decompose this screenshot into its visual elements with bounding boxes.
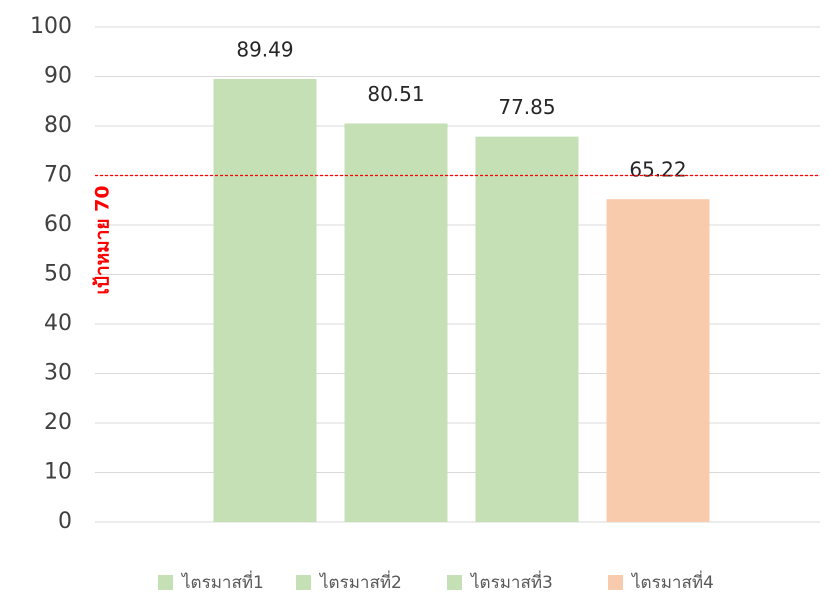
data-label: 65.22	[629, 158, 686, 182]
legend-label: ไตรมาสที่4	[630, 570, 714, 593]
y-tick-label: 50	[44, 262, 72, 287]
data-label: 89.49	[236, 38, 293, 62]
data-label: 80.51	[367, 82, 424, 106]
legend-swatch	[296, 575, 311, 590]
y-tick-label: 10	[44, 460, 72, 485]
y-tick-label: 30	[44, 361, 72, 386]
y-tick-label: 60	[44, 212, 72, 237]
legend-swatch	[608, 575, 623, 590]
target-label: เป้าหมาย 70	[92, 185, 114, 294]
legend-label: ไตรมาสที่3	[469, 570, 553, 593]
y-tick-label: 20	[44, 410, 72, 435]
y-tick-label: 80	[44, 113, 72, 138]
bar	[606, 199, 710, 522]
data-label: 77.85	[498, 95, 555, 119]
y-tick-label: 100	[30, 14, 72, 39]
y-tick-label: 70	[44, 163, 72, 188]
y-tick-label: 0	[58, 509, 72, 534]
legend-label: ไตรมาสที่2	[318, 570, 402, 593]
bar	[475, 136, 579, 522]
bar	[213, 79, 317, 522]
legend-label: ไตรมาสที่1	[180, 570, 264, 593]
legend-swatch	[447, 575, 462, 590]
legend-swatch	[158, 575, 173, 590]
bar	[344, 123, 448, 523]
y-tick-label: 90	[44, 64, 72, 89]
y-tick-label: 40	[44, 311, 72, 336]
